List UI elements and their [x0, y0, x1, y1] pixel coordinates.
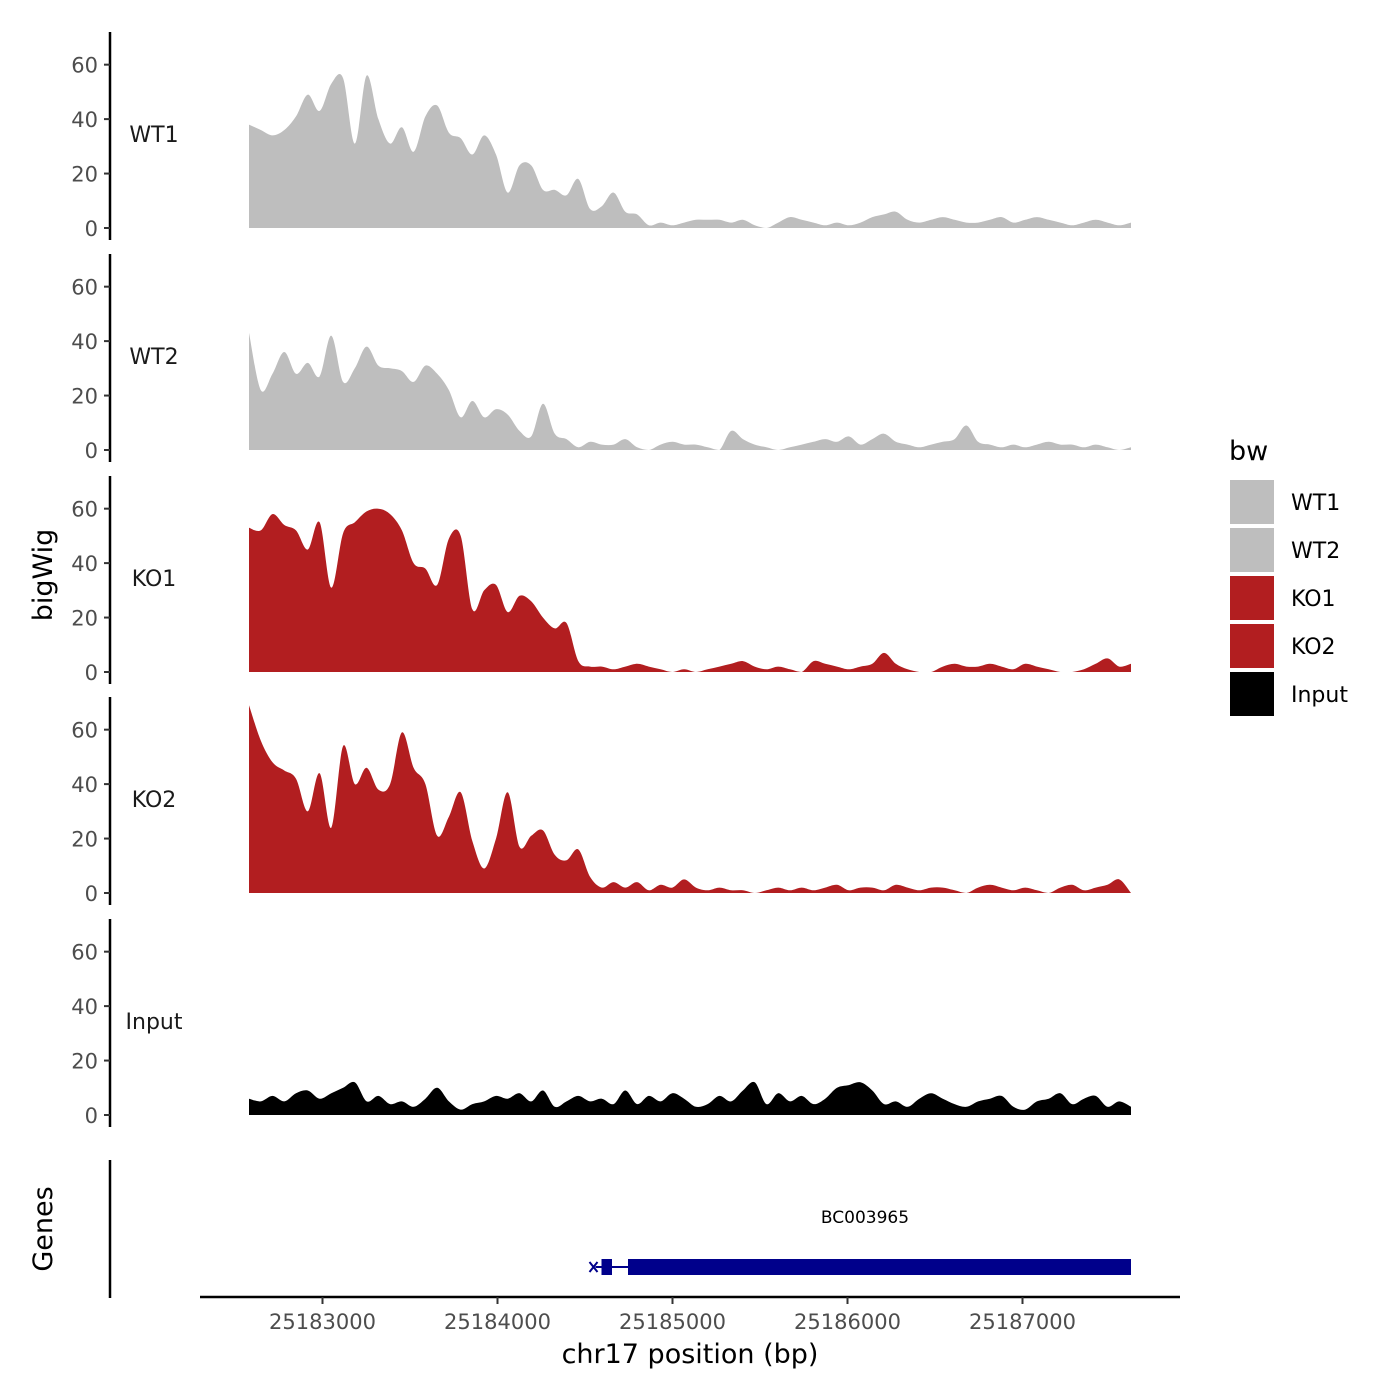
legend-swatch [1230, 624, 1274, 668]
gene-start-marker [588, 1261, 599, 1273]
legend-title: bw [1229, 436, 1268, 467]
y-tick-label: 40 [71, 330, 98, 354]
y-tick-label: 0 [85, 217, 98, 241]
legend-swatch [1230, 672, 1274, 716]
y-tick-label: 40 [71, 773, 98, 797]
legend-item-wt2: WT2 [1230, 528, 1340, 572]
x-tick-label: 25184000 [444, 1310, 551, 1334]
gene-name-label: BC003965 [821, 1208, 909, 1228]
coverage-area-wt2 [249, 332, 1131, 450]
y-tick-label: 0 [85, 1104, 98, 1128]
track-label-wt1: WT1 [129, 123, 178, 148]
legend-swatch [1230, 528, 1274, 572]
y-tick-label: 40 [71, 995, 98, 1019]
y-tick-label: 20 [71, 163, 98, 187]
track-label-ko1: KO1 [132, 567, 177, 592]
legend-label: WT1 [1291, 491, 1340, 516]
track-ko1: 0 20 40 60 KO1 [71, 476, 1131, 685]
y-tick-label: 20 [71, 828, 98, 852]
coverage-area-wt1 [249, 74, 1131, 228]
legend-item-input: Input [1230, 672, 1348, 716]
x-tick-label: 25185000 [619, 1310, 726, 1334]
y-tick-label: 20 [71, 385, 98, 409]
track-ko2: 0 20 40 60 KO2 [71, 697, 1131, 906]
gene-panel: BC003965 [108, 1160, 1131, 1298]
y-tick-label: 0 [85, 439, 98, 463]
track-input: 0 20 40 60 Input [71, 919, 1131, 1128]
legend-label: Input [1291, 683, 1348, 708]
y-tick-label: 0 [85, 661, 98, 685]
y-tick-label: 40 [71, 108, 98, 132]
gene-exon-main [628, 1259, 1131, 1275]
x-tick-label: 25187000 [969, 1310, 1076, 1334]
y-tick-label: 40 [71, 552, 98, 576]
legend-item-ko1: KO1 [1230, 576, 1336, 620]
x-axis-title: chr17 position (bp) [562, 1339, 819, 1370]
track-label-input: Input [126, 1010, 183, 1035]
coverage-area-input [249, 1081, 1131, 1115]
y-tick-label: 20 [71, 1050, 98, 1074]
track-wt2: 0 20 40 60 WT2 [71, 254, 1131, 463]
x-tick-label: 25186000 [794, 1310, 901, 1334]
coverage-area-ko1 [249, 508, 1131, 672]
y-tick-label: 0 [85, 882, 98, 906]
legend-swatch [1230, 480, 1274, 524]
legend-label: KO1 [1291, 587, 1336, 612]
y-axis-title: bigWig [28, 529, 59, 622]
coverage-tracks: 0 20 40 60 WT1 0 20 40 60 WT2 0 20 40 60 KO1 0 20 40 60 KO2… [71, 32, 1131, 1128]
gene-exon-utr [601, 1259, 612, 1275]
track-label-ko2: KO2 [132, 788, 177, 813]
y-tick-label: 60 [71, 276, 98, 300]
gene-model: BC003965 [588, 1208, 1131, 1275]
genes-axis-title: Genes [28, 1186, 59, 1271]
legend: bw WT1 WT2 KO1 KO2 Input [1229, 436, 1348, 716]
y-tick-label: 60 [71, 54, 98, 78]
legend-label: KO2 [1291, 635, 1336, 660]
legend-label: WT2 [1291, 539, 1340, 564]
legend-item-ko2: KO2 [1230, 624, 1336, 668]
y-tick-label: 60 [71, 719, 98, 743]
legend-swatch [1230, 576, 1274, 620]
legend-item-wt1: WT1 [1230, 480, 1340, 524]
y-tick-label: 60 [71, 498, 98, 522]
coverage-area-ko2 [249, 705, 1131, 893]
y-tick-label: 60 [71, 941, 98, 965]
x-axis: 25183000 25184000 25185000 25186000 25187000 [200, 1295, 1180, 1334]
y-tick-label: 20 [71, 607, 98, 631]
track-wt1: 0 20 40 60 WT1 [71, 32, 1131, 241]
x-tick-label: 25183000 [269, 1310, 376, 1334]
track-label-wt2: WT2 [129, 345, 178, 370]
